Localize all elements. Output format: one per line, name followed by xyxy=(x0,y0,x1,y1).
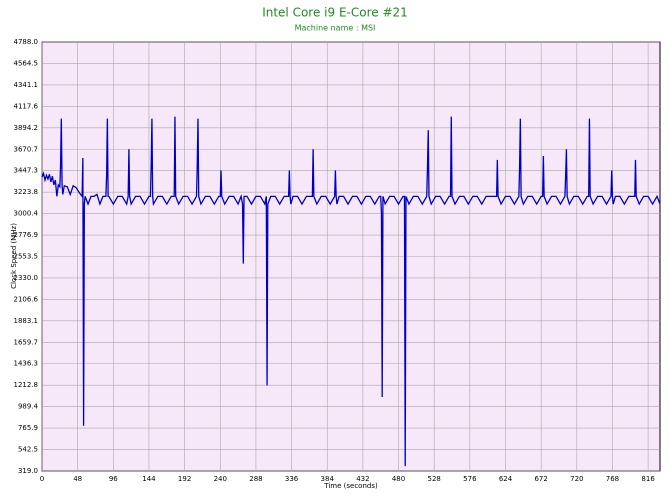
y-tick-label: 4564.5 xyxy=(14,59,39,67)
y-tick-label: 3447.3 xyxy=(14,167,39,175)
y-tick-label: 1883.1 xyxy=(14,317,39,325)
chart-title: Intel Core i9 E-Core #21 xyxy=(262,6,408,20)
y-tick-label: 2106.6 xyxy=(14,295,39,303)
x-tick-label: 720 xyxy=(570,475,583,483)
chart-subtitle: Machine name : MSI xyxy=(295,24,376,33)
x-tick-label: 480 xyxy=(392,475,405,483)
y-tick-label: 1436.3 xyxy=(14,360,39,368)
x-tick-label: 96 xyxy=(109,475,118,483)
y-tick-label: 2330.0 xyxy=(14,274,39,282)
x-tick-label: 336 xyxy=(285,475,299,483)
y-tick-label: 3670.7 xyxy=(14,145,39,153)
y-tick-label: 2776.9 xyxy=(14,231,39,239)
x-tick-label: 432 xyxy=(356,475,369,483)
x-tick-label: 816 xyxy=(641,475,655,483)
y-tick-label: 3223.8 xyxy=(14,188,39,196)
x-tick-label: 768 xyxy=(606,475,619,483)
y-tick-label: 4117.6 xyxy=(14,102,39,110)
x-tick-label: 0 xyxy=(40,475,44,483)
x-tick-label: 144 xyxy=(142,475,156,483)
y-tick-label: 319.0 xyxy=(18,467,38,475)
x-tick-label: 528 xyxy=(428,475,441,483)
x-tick-label: 672 xyxy=(534,475,547,483)
y-tick-label: 3000.4 xyxy=(14,210,39,218)
x-tick-label: 48 xyxy=(73,475,82,483)
x-tick-label: 384 xyxy=(321,475,335,483)
x-tick-label: 288 xyxy=(249,475,262,483)
y-tick-label: 2553.5 xyxy=(14,253,39,261)
data-line xyxy=(41,116,661,467)
y-axis-label: Clock Speed (MHz) xyxy=(10,223,18,289)
y-tick-label: 4788.0 xyxy=(14,38,39,46)
x-tick-label: 576 xyxy=(463,475,477,483)
y-tick-label: 3894.2 xyxy=(14,124,39,132)
y-tick-label: 989.4 xyxy=(18,403,39,411)
x-tick-label: 624 xyxy=(499,475,513,483)
y-tick-label: 542.5 xyxy=(18,446,38,454)
y-tick-label: 1659.7 xyxy=(14,338,39,346)
y-tick-label: 1212.8 xyxy=(14,381,39,389)
x-tick-label: 192 xyxy=(178,475,191,483)
x-axis-label: Time (seconds) xyxy=(323,482,378,490)
y-tick-label: 4341.1 xyxy=(14,81,39,89)
x-tick-label: 240 xyxy=(214,475,227,483)
y-tick-label: 765.9 xyxy=(18,424,38,432)
